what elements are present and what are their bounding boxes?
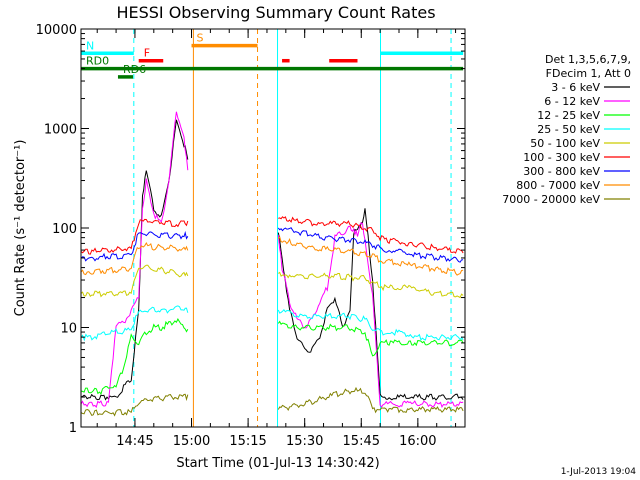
- legend-header-line-1: Det 1,3,5,6,7,9,: [545, 53, 631, 66]
- x-tick-label: 16:00: [399, 434, 436, 449]
- plot-frame: [80, 28, 466, 428]
- legend-entry-label: 800 - 7000 keV: [516, 179, 600, 192]
- series-line-6: [277, 227, 464, 263]
- series-line-3: [80, 305, 189, 342]
- x-tick-label: 15:15: [229, 434, 266, 449]
- series-line-6: [80, 230, 189, 262]
- series-line-3: [277, 309, 464, 341]
- legend-entry-label: 3 - 6 keV: [551, 81, 600, 94]
- legend-entry-label: 50 - 100 keV: [530, 137, 600, 150]
- y-tick-label: 1000: [44, 123, 77, 138]
- legend-header-line-2: FDecim 1, Att 0: [546, 67, 631, 80]
- flag-label-s: S: [197, 32, 204, 45]
- x-tick-label: 15:00: [173, 434, 210, 449]
- flag-label-n: N: [86, 39, 94, 52]
- series-line-7: [277, 235, 464, 276]
- y-tick-label: 10: [60, 322, 77, 337]
- y-tick-label: 10000: [36, 23, 77, 38]
- legend-entry-label: 6 - 12 keV: [544, 95, 600, 108]
- series-line-8: [277, 386, 464, 414]
- y-tick-label: 100: [52, 222, 77, 237]
- flag-label-rd0: RD0: [86, 55, 109, 68]
- series-line-8: [80, 393, 189, 417]
- footer-date: 1-Jul-2013 19:04: [561, 467, 637, 477]
- x-tick-label: 14:45: [116, 434, 153, 449]
- legend-entry-label: 100 - 300 keV: [523, 151, 600, 164]
- legend-entry-label: 12 - 25 keV: [537, 109, 600, 122]
- series-line-0: [80, 119, 189, 401]
- x-tick-label: 15:30: [286, 434, 323, 449]
- series-line-5: [278, 216, 464, 254]
- y-tick-label: 1: [69, 421, 77, 436]
- series-line-0: [277, 208, 464, 401]
- series-line-7: [80, 241, 189, 276]
- series-line-4: [278, 271, 464, 299]
- series-line-5: [80, 218, 189, 255]
- series-line-1: [277, 222, 464, 409]
- legend-entry-label: 7000 - 20000 keV: [502, 193, 600, 206]
- series-line-2: [277, 320, 464, 357]
- flag-label-f: F: [144, 47, 150, 60]
- legend-entry-label: 25 - 50 keV: [537, 123, 600, 136]
- x-tick-label: 15:45: [343, 434, 380, 449]
- legend: Det 1,3,5,6,7,9, FDecim 1, Att 0 3 - 6 k…: [502, 53, 631, 206]
- chart-title: HESSI Observing Summary Count Rates: [116, 3, 435, 22]
- legend-entry-label: 300 - 800 keV: [523, 165, 600, 178]
- y-axis-label: Count Rate (s⁻¹ detector⁻¹): [13, 140, 28, 317]
- x-axis-label: Start Time (01-Jul-13 14:30:42): [176, 456, 379, 471]
- series-line-4: [80, 264, 189, 298]
- series-line-1: [80, 111, 189, 408]
- series-line-2: [80, 318, 189, 395]
